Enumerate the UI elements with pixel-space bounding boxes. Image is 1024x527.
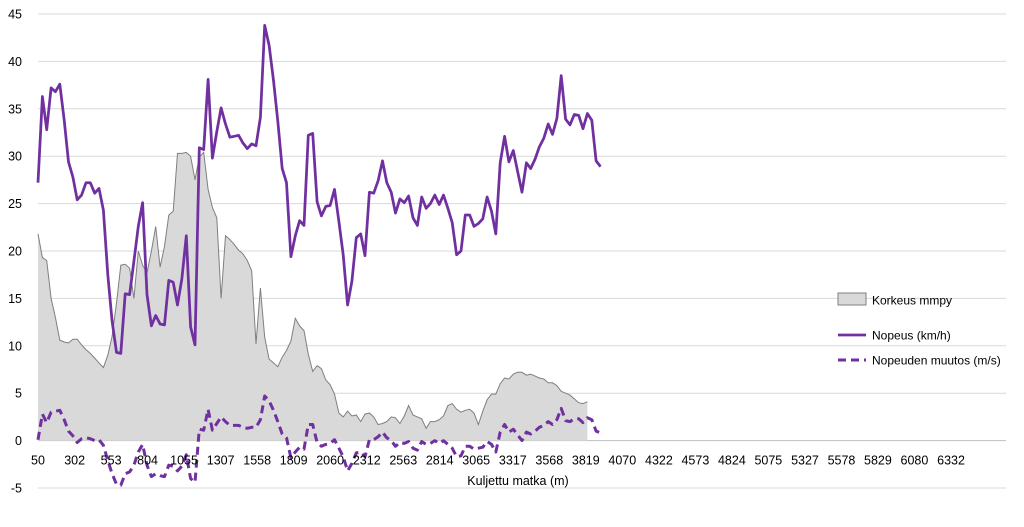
series-nopeuden-muutos-line [36,394,602,487]
x-tick-label: 553 [101,454,122,468]
x-tick-label: 50 [31,454,45,468]
series-korkeus-area [38,152,588,441]
x-axis-title: Kuljettu matka (m) [467,474,568,488]
x-tick-label: 302 [64,454,85,468]
legend-label: Nopeus (km/h) [872,329,951,343]
series-nopeus-line [36,24,602,355]
y-tick-label: 5 [15,387,22,401]
x-tick-label: 4322 [645,454,673,468]
x-tick-label: 2060 [316,454,344,468]
x-tick-label: 6332 [937,454,965,468]
x-tick-label: 3568 [535,454,563,468]
x-tick-label: 2563 [389,454,417,468]
x-tick-label: 1055 [170,454,198,468]
x-tick-label: 4824 [718,454,746,468]
x-tick-label: 1307 [207,454,235,468]
y-tick-label: -5 [11,482,22,496]
x-tick-label: 4573 [681,454,709,468]
legend-swatch-korkeus [837,292,867,306]
legend-label: Nopeuden muutos (m/s) [872,354,1001,368]
x-axis-ticks: 50 302 553 804 1055 1307 1558 1809 2060 2312 2563 2… [31,454,965,468]
y-tick-label: 35 [8,102,22,116]
x-tick-label: 3317 [499,454,527,468]
x-tick-label: 3065 [462,454,490,468]
x-tick-label: 5327 [791,454,819,468]
y-tick-label: 20 [8,245,22,259]
legend-label: Korkeus mmpy [872,294,952,308]
x-tick-label: 5075 [754,454,782,468]
y-tick-label: 45 [8,8,22,22]
x-tick-label: 2814 [426,454,454,468]
x-tick-label: 4070 [608,454,636,468]
y-tick-label: 0 [15,434,22,448]
y-tick-label: 40 [8,55,22,69]
x-tick-label: 5578 [828,454,856,468]
series-korkeus-outline [37,151,588,430]
x-tick-label: 1558 [243,454,271,468]
y-tick-label: 30 [8,150,22,164]
x-tick-label: 3819 [572,454,600,468]
y-axis-ticks: -5 0 5 10 15 20 25 30 35 40 45 [8,8,22,496]
x-tick-label: 804 [137,454,158,468]
legend: Korkeus mmpy Nopeus (km/h) Nopeuden muutos… [837,292,1001,368]
x-tick-label: 5829 [864,454,892,468]
x-tick-label: 6080 [901,454,929,468]
y-tick-label: 15 [8,292,22,306]
x-tick-label: 1809 [280,454,308,468]
y-tick-label: 25 [8,197,22,211]
x-tick-label: 2312 [353,454,381,468]
y-tick-label: 10 [8,339,22,353]
series-layer [36,24,602,487]
